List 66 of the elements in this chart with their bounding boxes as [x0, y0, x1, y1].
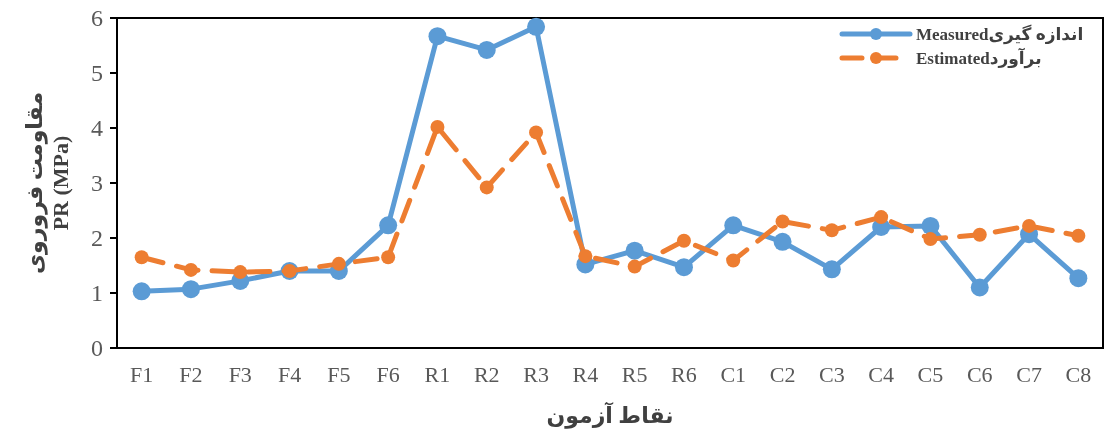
x-tick-label: R5	[621, 362, 648, 387]
point	[428, 27, 447, 46]
x-axis-title: نقاط آزمون	[546, 401, 674, 429]
point	[477, 40, 496, 59]
legend-label: Estimatedبرآورد	[916, 47, 1042, 69]
y-tick-label: 5	[91, 60, 103, 86]
x-tick-label: R2	[473, 362, 500, 387]
y-tick-label: 0	[91, 335, 103, 361]
x-tick-label: R4	[572, 362, 599, 387]
x-tick-label: F6	[376, 362, 400, 387]
x-tick-label: F3	[228, 362, 252, 387]
y-tick-label: 1	[91, 280, 103, 306]
point	[972, 227, 987, 242]
point	[527, 17, 546, 36]
y-tick-label: 2	[91, 225, 103, 251]
x-tick-label: F5	[327, 362, 351, 387]
y-tick-label: 3	[91, 170, 103, 196]
x-tick-label: F4	[277, 362, 302, 387]
x-tick-label: R1	[424, 362, 451, 387]
point	[676, 233, 691, 248]
point	[1022, 218, 1037, 233]
x-tick-label: C8	[1065, 362, 1092, 387]
y-tick-label: 4	[91, 115, 103, 141]
point	[674, 258, 693, 277]
x-tick-label: C2	[769, 362, 796, 387]
point	[1071, 228, 1086, 243]
legend-item: Estimatedبرآورد	[839, 49, 1042, 68]
point	[379, 216, 398, 235]
point	[625, 241, 644, 260]
x-tick-label: C4	[868, 362, 894, 387]
x-tick-label: F1	[130, 362, 154, 387]
point	[627, 259, 642, 274]
point	[1069, 269, 1088, 288]
x-tick-label: C5	[917, 362, 944, 387]
legend-item: Measuredاندازه گیری	[839, 25, 1084, 44]
point	[578, 249, 593, 264]
point	[874, 210, 889, 225]
point	[822, 260, 841, 279]
y-tick-label: 6	[91, 5, 103, 31]
point	[775, 214, 790, 229]
y-axis-title: مقاومت فروروی PR (MPa)	[22, 90, 74, 277]
point	[824, 223, 839, 238]
point	[134, 250, 149, 265]
point	[479, 180, 494, 195]
x-tick-label: C1	[720, 362, 747, 387]
point	[724, 216, 743, 235]
point	[381, 250, 396, 265]
x-tick-label: C3	[819, 362, 845, 387]
point	[331, 256, 346, 271]
point	[726, 253, 741, 268]
x-tick-label: F2	[179, 362, 203, 387]
point	[923, 232, 938, 247]
point	[181, 280, 200, 299]
point	[773, 232, 792, 251]
point	[529, 125, 544, 140]
x-tick-label: C6	[966, 362, 993, 387]
point	[921, 216, 940, 235]
x-tick-label: C7	[1016, 362, 1042, 387]
x-tick-label: R3	[523, 362, 549, 387]
point	[132, 282, 151, 301]
point	[430, 119, 445, 134]
point	[970, 278, 989, 297]
point	[233, 265, 248, 280]
x-tick-label: R6	[671, 362, 697, 387]
legend-label: Measuredاندازه گیری	[916, 24, 1084, 45]
point	[183, 262, 198, 277]
